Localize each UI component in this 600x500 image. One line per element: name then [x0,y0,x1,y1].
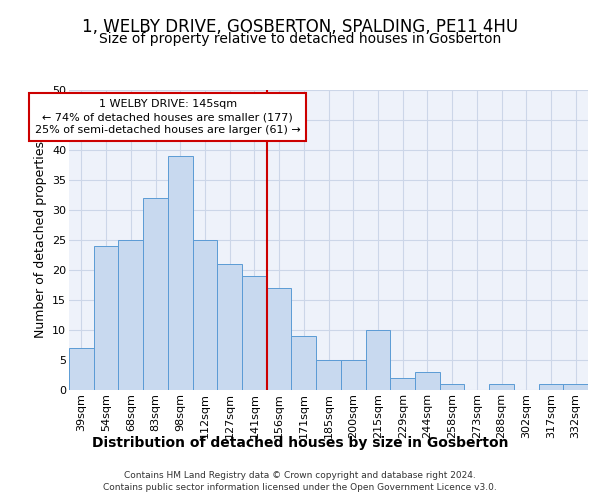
Text: 1, WELBY DRIVE, GOSBERTON, SPALDING, PE11 4HU: 1, WELBY DRIVE, GOSBERTON, SPALDING, PE1… [82,18,518,36]
Bar [69,348,94,390]
Bar [341,360,365,390]
Bar [415,372,440,390]
Text: Contains public sector information licensed under the Open Government Licence v3: Contains public sector information licen… [103,483,497,492]
Bar [365,330,390,390]
Text: Size of property relative to detached houses in Gosberton: Size of property relative to detached ho… [99,32,501,46]
Bar [94,246,118,390]
Text: Distribution of detached houses by size in Gosberton: Distribution of detached houses by size … [92,436,508,450]
Bar [217,264,242,390]
Bar [118,240,143,390]
Bar [390,378,415,390]
Bar [316,360,341,390]
Bar [193,240,217,390]
Bar [292,336,316,390]
Text: 1 WELBY DRIVE: 145sqm
← 74% of detached houses are smaller (177)
25% of semi-det: 1 WELBY DRIVE: 145sqm ← 74% of detached … [35,99,301,136]
Bar [143,198,168,390]
Bar [242,276,267,390]
Bar [440,384,464,390]
Bar [267,288,292,390]
Bar [168,156,193,390]
Y-axis label: Number of detached properties: Number of detached properties [34,142,47,338]
Bar [563,384,588,390]
Text: Contains HM Land Registry data © Crown copyright and database right 2024.: Contains HM Land Registry data © Crown c… [124,470,476,480]
Bar [489,384,514,390]
Bar [539,384,563,390]
